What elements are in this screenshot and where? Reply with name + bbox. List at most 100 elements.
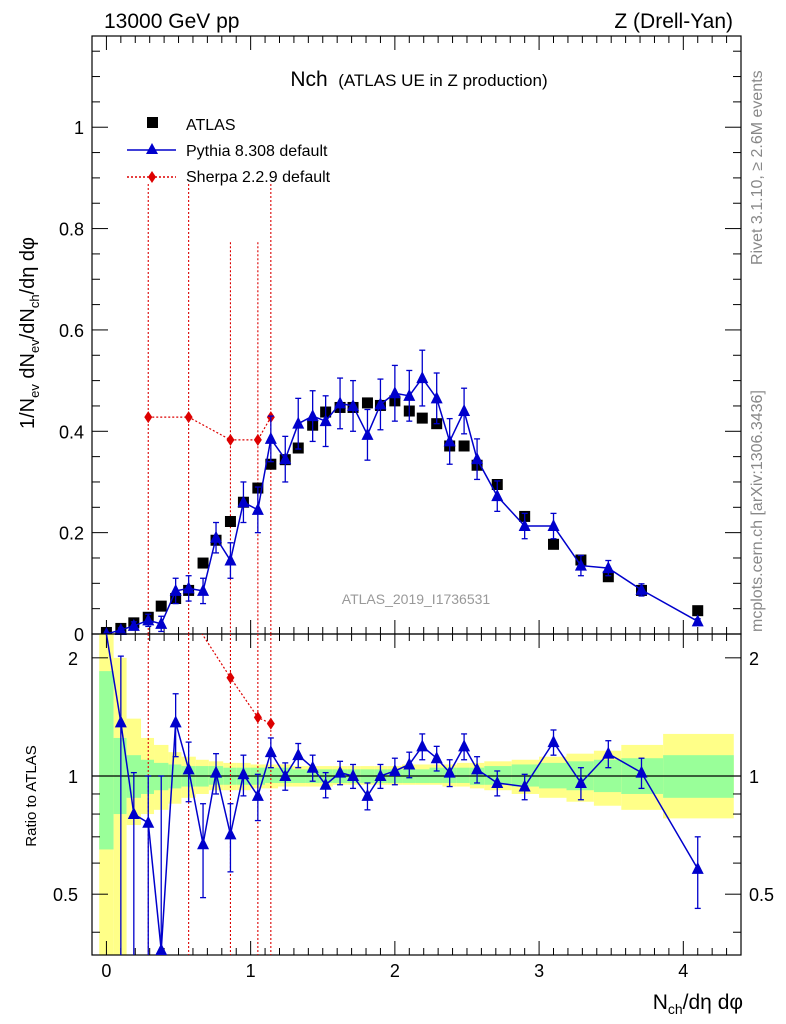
atlas-point	[548, 538, 560, 550]
main-panel-axes: 0 0.2 0.4 0.6 0.8 1	[59, 35, 742, 645]
atlas-point	[458, 440, 470, 452]
atlas-point	[416, 412, 428, 424]
pythia-point	[403, 388, 416, 401]
energy-label: 13000 GeV pp	[104, 10, 239, 33]
pythia-ratio-point	[264, 745, 277, 758]
pythia-ratio-point	[292, 748, 305, 761]
process-label: Z (Drell-Yan)	[614, 10, 733, 33]
uncertainty-band-inner	[141, 759, 155, 794]
pythia-point	[361, 427, 374, 440]
main-panel-data	[100, 183, 704, 639]
pythia-ratio-point	[518, 779, 531, 792]
pythia-point	[691, 614, 704, 627]
sherpa-ratio-point	[266, 717, 275, 730]
pythia-ratio-point	[169, 715, 182, 728]
x-tick-label: 2	[390, 961, 400, 981]
pythia-point	[430, 391, 443, 404]
ratio-y-axis-title: Ratio to ATLAS	[23, 745, 40, 846]
pythia-point	[114, 622, 127, 635]
uncertainty-band-inner	[429, 767, 443, 783]
pythia-ratio-point	[155, 943, 168, 955]
x-tick-label: 3	[534, 961, 544, 981]
pythia-ratio-point	[306, 760, 319, 773]
pythia-ratio-point	[602, 746, 615, 759]
y-tick-label: 0	[74, 625, 84, 645]
x-tick-label: 0	[101, 961, 111, 981]
pythia-point	[635, 582, 648, 595]
ratio-panel-data	[105, 634, 704, 955]
uncertainty-band-inner	[456, 767, 470, 783]
pythia-ratio-point	[319, 777, 332, 790]
ratio-clipped-group	[105, 634, 704, 955]
pythia-ratio-point	[210, 765, 223, 778]
ratio-y-tick-label: 0.5	[53, 885, 78, 905]
legend-atlas-marker	[147, 117, 158, 128]
pythia-point	[169, 583, 182, 596]
pythia-ratio-point	[251, 788, 264, 801]
rivet-version-label: Rivet 3.1.10, ≥ 2.6M events	[749, 70, 766, 265]
sherpa-ratio-line	[201, 634, 272, 725]
pythia-ratio-point	[197, 837, 210, 850]
analysis-watermark: ATLAS_2019_I1736531	[342, 591, 491, 607]
sherpa-ratio-point	[253, 711, 262, 724]
pythia-point	[197, 583, 210, 596]
pythia-ratio-point	[416, 739, 429, 752]
pythia-ratio-point	[279, 769, 292, 782]
pythia-ratio-point	[182, 762, 195, 775]
pythia-ratio-point	[334, 765, 347, 778]
legend-pythia-marker	[146, 143, 158, 154]
pythia-point	[388, 386, 401, 399]
pythia-point	[210, 530, 223, 543]
x-tick-label: 4	[678, 961, 688, 981]
x-axis-title: Nch/dη dφ	[653, 991, 743, 1017]
pythia-point	[237, 495, 250, 508]
x-tick-label: 1	[246, 961, 256, 981]
pythia-ratio-point	[443, 765, 456, 778]
pythia-ratio-point	[491, 775, 504, 788]
ratio-panel-axes: 0 1 2 3 4 0.5 0.5 1 1 2 2	[53, 633, 774, 981]
main-y-axis-title: 1/Nev dNev/dNch/dη dφ	[17, 237, 42, 429]
pythia-point	[127, 618, 140, 631]
legend: ATLAS Pythia 8.308 default Sherpa 2.2.9 …	[127, 117, 331, 186]
pythia-ratio-point	[237, 767, 250, 780]
pythia-point	[279, 452, 292, 465]
y-tick-label: 0.2	[59, 524, 84, 544]
pythia-ratio-point	[127, 807, 140, 820]
sherpa-point	[253, 433, 262, 446]
y-tick-label: 0.8	[59, 220, 84, 240]
atlas-point	[361, 397, 373, 409]
atlas-point	[692, 605, 704, 617]
pythia-point	[334, 396, 347, 409]
pythia-ratio-point	[114, 715, 127, 728]
pythia-point	[319, 414, 332, 427]
ratio-y-tick-label-right: 1	[749, 767, 759, 787]
ratio-y-tick-label-right: 0.5	[749, 885, 774, 905]
pythia-point	[155, 616, 168, 629]
pythia-ratio-point	[374, 769, 387, 782]
y-tick-label: 1	[74, 118, 84, 138]
pythia-ratio-point	[347, 769, 360, 782]
sherpa-point	[184, 411, 193, 424]
pythia-ratio-point	[471, 762, 484, 775]
ratio-y-tick-label: 1	[68, 767, 78, 787]
source-url-label: mcplots.cern.ch [arXiv:1306.3436]	[749, 390, 766, 632]
pythia-point	[471, 452, 484, 465]
legend-pythia-label: Pythia 8.308 default	[186, 143, 328, 160]
pythia-point	[458, 404, 471, 417]
pythia-ratio-point	[388, 763, 401, 776]
atlas-point	[265, 458, 277, 470]
pythia-point	[251, 502, 264, 515]
pythia-point	[182, 581, 195, 594]
atlas-point	[197, 557, 209, 569]
pythia-ratio-point	[691, 861, 704, 874]
pythia-ratio-point	[403, 757, 416, 770]
atlas-point	[602, 571, 614, 583]
pythia-point	[443, 434, 456, 447]
pythia-point	[347, 398, 360, 411]
ratio-panel-bands	[99, 634, 734, 955]
y-tick-label: 0.6	[59, 321, 84, 341]
legend-sherpa-marker	[148, 171, 156, 183]
sherpa-ratio-point	[226, 671, 235, 684]
pythia-point	[292, 416, 305, 429]
